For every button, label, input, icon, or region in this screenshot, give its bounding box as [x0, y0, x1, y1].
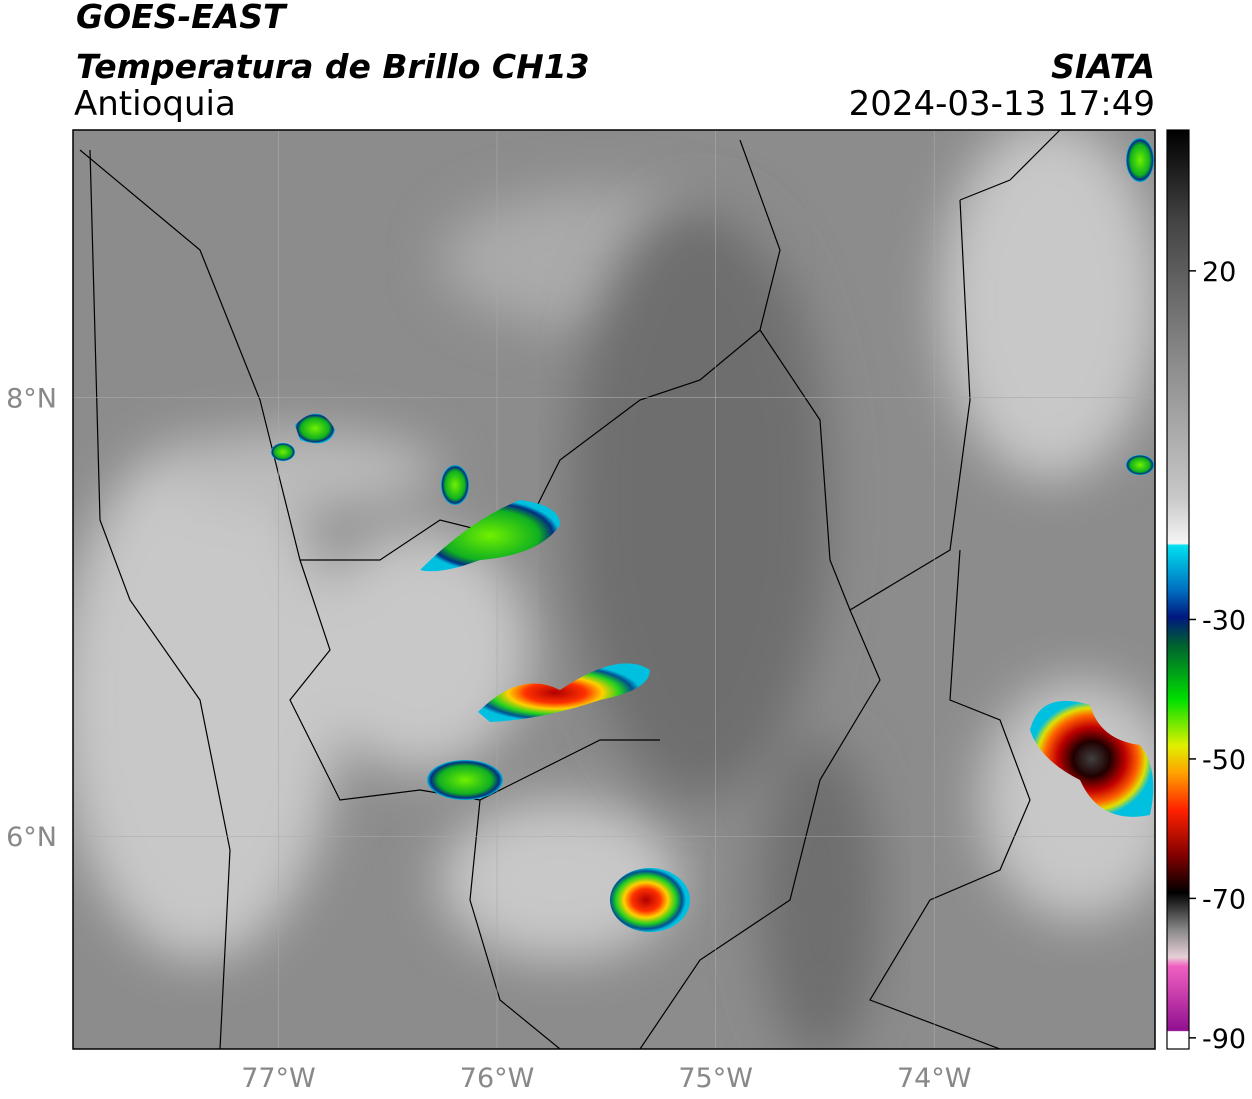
map-frame: [72, 129, 1156, 1050]
colorbar-tick-label: -90: [1202, 1024, 1246, 1055]
source: SIATA: [1051, 47, 1155, 86]
x-tick-label: 75°W: [678, 1063, 753, 1094]
title: GOES-EAST: [76, 0, 288, 36]
x-tick-label: 77°W: [241, 1063, 316, 1094]
colorbar-tick-label: -70: [1202, 884, 1246, 915]
colorbar-tick-label: 20: [1202, 257, 1236, 288]
region: Antioquia: [74, 84, 236, 124]
x-tick-label: 76°W: [460, 1063, 535, 1094]
colorbar-tick-label: -30: [1202, 605, 1246, 636]
subtitle: Temperatura de Brillo CH13: [76, 47, 590, 86]
colorbar-tick-label: -50: [1202, 745, 1246, 776]
y-tick-label: 6°N: [6, 822, 57, 853]
timestamp: 2024-03-13 17:49: [849, 84, 1155, 124]
colorbar: [1166, 129, 1190, 1050]
satellite-image: [73, 130, 1155, 1049]
x-tick-label: 74°W: [897, 1063, 972, 1094]
y-tick-label: 8°N: [6, 384, 57, 415]
